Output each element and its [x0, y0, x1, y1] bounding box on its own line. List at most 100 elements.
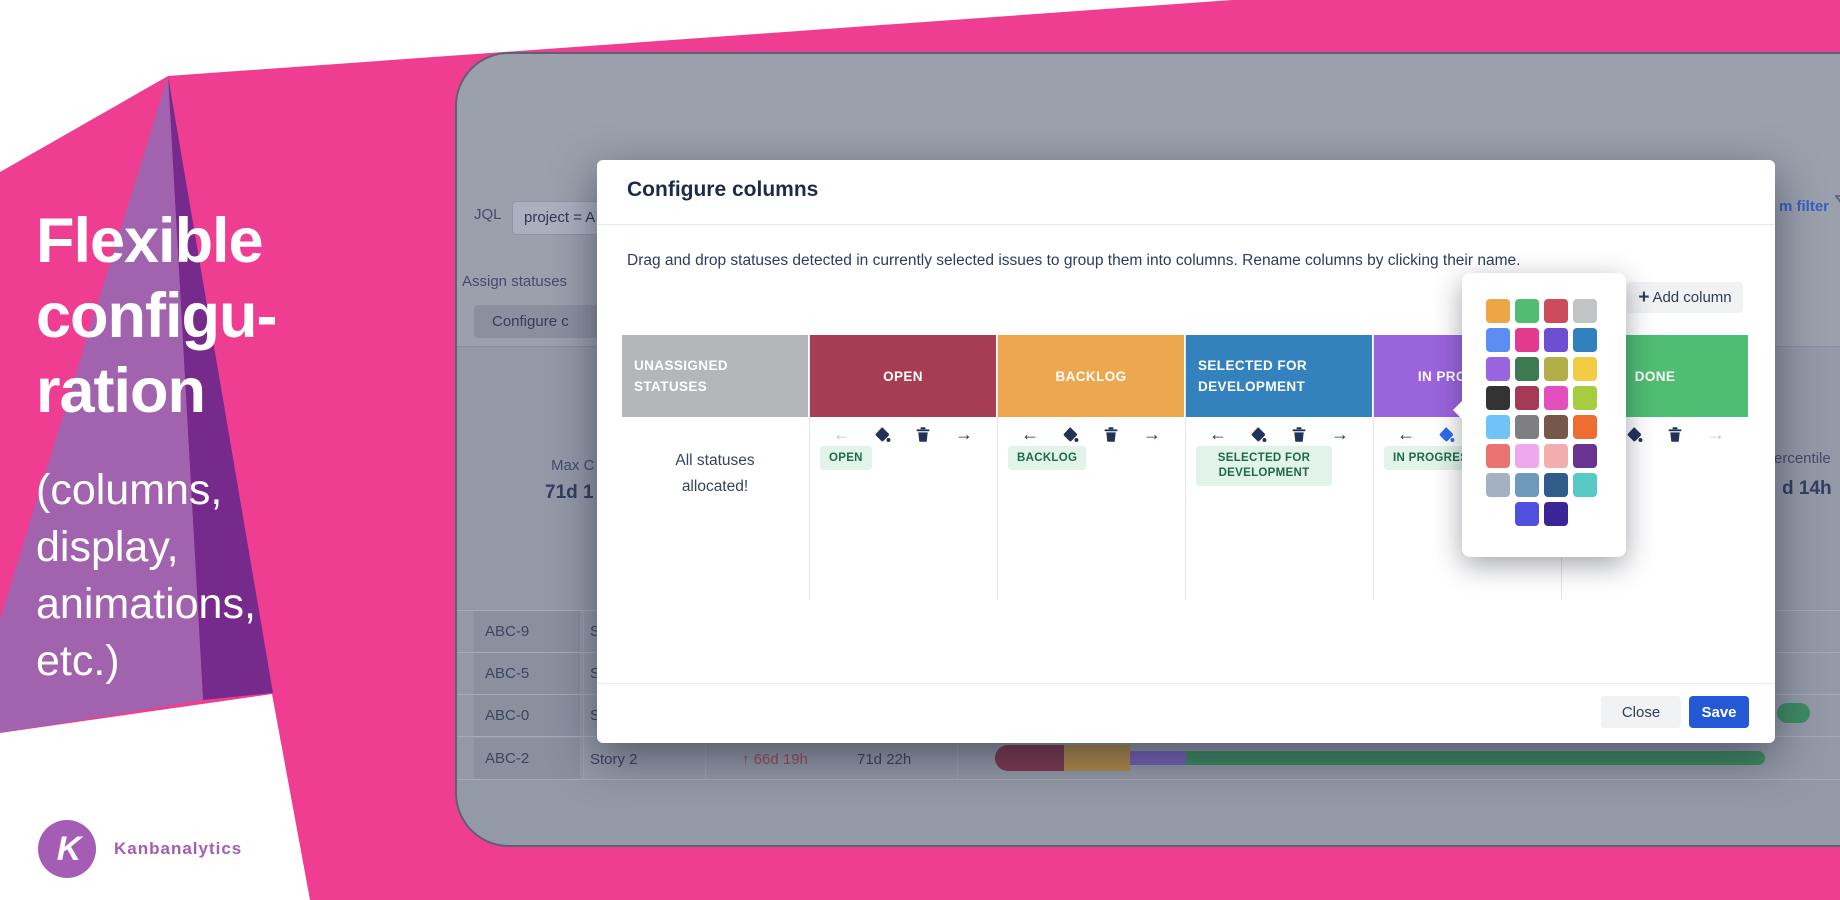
paint-bucket-icon-active[interactable] — [1437, 424, 1457, 444]
move-right-icon[interactable]: → — [1706, 424, 1725, 444]
issue-key-cell[interactable]: ABC-0 — [474, 695, 580, 736]
move-right-icon[interactable]: → — [1330, 424, 1349, 444]
palette-swatch[interactable] — [1515, 415, 1539, 439]
modal-description: Drag and drop statuses detected in curre… — [627, 252, 1521, 269]
palette-swatch[interactable] — [1486, 357, 1510, 381]
headline-line: Flexible — [36, 206, 264, 276]
palette-swatch-grid — [1462, 273, 1626, 526]
purple-triangle-light — [0, 76, 203, 733]
palette-swatch[interactable] — [1544, 415, 1568, 439]
issue-key-cell[interactable]: ABC-9 — [474, 611, 580, 652]
column-header-open[interactable]: OPEN — [810, 335, 996, 417]
add-column-button[interactable]: + Add column — [1627, 282, 1743, 313]
column-header-unassigned[interactable]: UNASSIGNED STATUSES — [622, 335, 808, 417]
trash-icon[interactable] — [1665, 424, 1685, 444]
move-right-icon[interactable]: → — [1142, 424, 1161, 444]
palette-swatch[interactable] — [1486, 386, 1510, 410]
unassigned-note: All statuses allocated! — [675, 452, 755, 495]
column-header-backlog[interactable]: BACKLOG — [998, 335, 1184, 417]
stat-max-cycle-value: 71d 1 — [545, 482, 594, 503]
palette-swatch[interactable] — [1544, 328, 1568, 352]
status-chip-selected[interactable]: SELECTED FOR DEVELOPMENT — [1196, 446, 1332, 486]
palette-row — [1486, 473, 1626, 497]
palette-swatch[interactable] — [1515, 444, 1539, 468]
headline-line: ration — [36, 356, 206, 426]
palette-swatch[interactable] — [1573, 299, 1597, 323]
palette-swatch[interactable] — [1515, 299, 1539, 323]
status-chip-open[interactable]: OPEN — [820, 446, 872, 470]
close-button[interactable]: Close — [1601, 696, 1681, 728]
palette-swatch[interactable] — [1486, 415, 1510, 439]
palette-row — [1486, 415, 1626, 439]
move-left-icon[interactable]: ← — [833, 424, 851, 444]
palette-swatch[interactable] — [1573, 473, 1597, 497]
issue-key-cell[interactable]: ABC-5 — [474, 653, 580, 694]
palette-swatch[interactable] — [1573, 444, 1597, 468]
palette-swatch[interactable] — [1573, 328, 1597, 352]
palette-swatch[interactable] — [1573, 415, 1597, 439]
palette-swatch[interactable] — [1515, 386, 1539, 410]
modal-title: Configure columns — [627, 178, 819, 201]
issue-title-cell: S — [590, 707, 601, 724]
hero-subline: (columns, display, animations, etc.) — [36, 462, 256, 690]
column-header-selected[interactable]: SELECTED FOR DEVELOPMENT — [1186, 335, 1372, 417]
hero-headline: Flexible configu- ration — [36, 204, 277, 429]
trash-icon[interactable] — [1289, 424, 1309, 444]
up-arrow-icon: ↑ — [742, 751, 750, 768]
move-right-icon[interactable]: → — [954, 424, 973, 444]
palette-row — [1486, 357, 1626, 381]
from-filter-link[interactable]: m filter — [1779, 198, 1830, 215]
status-chip-backlog[interactable]: BACKLOG — [1008, 446, 1087, 470]
palette-swatch[interactable] — [1486, 328, 1510, 352]
logo-letter: K — [56, 829, 82, 868]
assign-statuses-label: Assign statuses — [462, 273, 568, 290]
palette-swatch[interactable] — [1544, 357, 1568, 381]
palette-swatch[interactable] — [1515, 328, 1539, 352]
lead-time-cell: ↑ 66d 19h — [742, 751, 808, 768]
palette-swatch[interactable] — [1573, 386, 1597, 410]
trash-icon[interactable] — [913, 424, 933, 444]
palette-swatch[interactable] — [1573, 357, 1597, 381]
paint-bucket-icon[interactable] — [1625, 424, 1645, 444]
brand-row: K Kanbanalytics — [38, 820, 242, 878]
paint-bucket-icon[interactable] — [873, 424, 893, 444]
palette-swatch[interactable] — [1544, 386, 1568, 410]
palette-swatch[interactable] — [1515, 502, 1539, 526]
column-divider — [997, 335, 998, 600]
column-divider — [1373, 335, 1374, 600]
subline-line: etc.) — [36, 637, 120, 685]
table-row-divider — [457, 779, 1840, 780]
move-left-icon[interactable]: ← — [1397, 424, 1415, 444]
save-button[interactable]: Save — [1689, 696, 1749, 728]
palette-swatch[interactable] — [1544, 299, 1568, 323]
palette-swatch[interactable] — [1486, 299, 1510, 323]
modal-footer-divider — [597, 683, 1775, 684]
color-palette-popup — [1453, 273, 1626, 557]
jql-label: JQL — [474, 206, 502, 223]
timeline-segment-backlog — [1064, 745, 1130, 771]
palette-swatch[interactable] — [1486, 444, 1510, 468]
issue-key-cell[interactable]: ABC-2 — [474, 738, 580, 779]
filter-funnel-icon[interactable] — [1835, 194, 1840, 216]
modal-header-divider — [597, 224, 1775, 225]
paint-bucket-icon[interactable] — [1061, 424, 1081, 444]
issue-title-cell: Story 2 — [590, 751, 638, 768]
palette-swatch[interactable] — [1515, 473, 1539, 497]
palette-swatch[interactable] — [1544, 444, 1568, 468]
move-left-icon[interactable]: ← — [1209, 424, 1227, 444]
brand-name: Kanbanalytics — [114, 839, 243, 858]
palette-swatch[interactable] — [1544, 502, 1568, 526]
subline-line: (columns, — [36, 466, 223, 514]
timeline-segment-done — [1186, 751, 1765, 765]
palette-swatch[interactable] — [1486, 473, 1510, 497]
timeline-fragment-done — [1777, 703, 1810, 723]
move-left-icon[interactable]: ← — [1021, 424, 1039, 444]
palette-row — [1486, 386, 1626, 410]
timeline-segment-inprogress — [1130, 751, 1186, 765]
paint-bucket-icon[interactable] — [1249, 424, 1269, 444]
trash-icon[interactable] — [1101, 424, 1121, 444]
palette-swatch[interactable] — [1515, 357, 1539, 381]
subline-line: display, — [36, 523, 179, 571]
plus-icon: + — [1638, 287, 1650, 308]
palette-swatch[interactable] — [1544, 473, 1568, 497]
